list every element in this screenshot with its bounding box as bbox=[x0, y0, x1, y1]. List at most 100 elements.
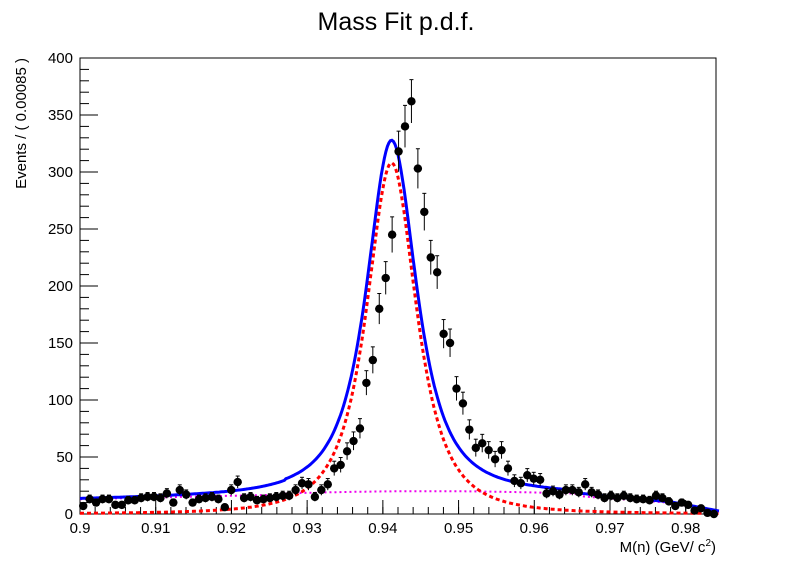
data-point bbox=[175, 484, 184, 496]
data-point bbox=[664, 497, 674, 506]
data-point bbox=[85, 494, 94, 504]
data-marker bbox=[91, 498, 101, 507]
data-marker bbox=[664, 497, 674, 506]
data-marker bbox=[394, 147, 403, 156]
data-marker bbox=[291, 485, 300, 495]
data-point bbox=[188, 498, 197, 507]
data-marker bbox=[593, 490, 603, 499]
data-marker bbox=[658, 493, 667, 503]
data-point bbox=[162, 488, 172, 499]
data-point bbox=[297, 476, 307, 490]
data-marker bbox=[400, 122, 410, 131]
data-marker bbox=[181, 490, 191, 499]
data-marker bbox=[452, 384, 461, 393]
plot-frame bbox=[79, 57, 717, 515]
data-marker bbox=[85, 494, 94, 504]
data-point bbox=[542, 488, 551, 499]
data-point bbox=[568, 484, 577, 496]
y-tick-label: 100 bbox=[48, 392, 73, 409]
data-marker bbox=[233, 477, 242, 487]
x-axis-label-sup: 2 bbox=[705, 538, 711, 549]
y-tick-label: 300 bbox=[48, 164, 73, 181]
data-marker bbox=[278, 491, 287, 500]
data-marker bbox=[207, 492, 217, 502]
data-point bbox=[330, 460, 339, 476]
data-marker bbox=[696, 504, 706, 513]
data-point bbox=[130, 495, 139, 505]
data-point bbox=[284, 490, 294, 501]
x-tick-label: 0.94 bbox=[368, 520, 397, 537]
x-tick-label: 0.97 bbox=[595, 520, 624, 537]
data-marker bbox=[471, 443, 480, 453]
data-point bbox=[387, 216, 397, 253]
data-marker bbox=[265, 493, 275, 503]
data-marker bbox=[201, 493, 210, 503]
data-point bbox=[600, 493, 609, 503]
data-point bbox=[246, 491, 255, 502]
data-marker bbox=[149, 492, 159, 502]
data-marker bbox=[561, 485, 571, 495]
data-marker bbox=[677, 498, 686, 507]
data-marker bbox=[439, 329, 448, 339]
data-marker bbox=[510, 476, 519, 486]
data-point bbox=[394, 130, 403, 172]
data-marker bbox=[542, 489, 551, 498]
data-marker bbox=[143, 492, 152, 502]
data-point bbox=[587, 486, 596, 498]
data-point bbox=[79, 501, 88, 511]
data-marker bbox=[568, 485, 577, 495]
data-marker bbox=[523, 471, 532, 480]
data-points bbox=[79, 79, 719, 519]
data-point bbox=[478, 433, 487, 453]
x-tick-label: 0.96 bbox=[520, 520, 549, 537]
data-marker bbox=[626, 493, 635, 503]
data-marker bbox=[252, 496, 262, 505]
data-marker bbox=[690, 506, 699, 515]
x-tick-label: 0.95 bbox=[444, 520, 473, 537]
data-marker bbox=[310, 492, 320, 502]
data-marker bbox=[420, 207, 429, 217]
x-axis-label: M(n) (GeV/ c2) bbox=[620, 538, 716, 556]
data-marker bbox=[638, 494, 648, 504]
data-point bbox=[220, 502, 230, 512]
data-point bbox=[445, 328, 455, 357]
data-marker bbox=[490, 455, 500, 464]
data-point bbox=[490, 450, 500, 468]
data-point bbox=[677, 498, 686, 507]
data-marker bbox=[355, 424, 365, 433]
data-marker bbox=[111, 500, 120, 510]
data-point bbox=[613, 493, 622, 503]
data-marker bbox=[336, 460, 345, 470]
data-point bbox=[117, 500, 127, 510]
data-marker bbox=[445, 338, 455, 348]
y-tick-label: 350 bbox=[48, 107, 73, 124]
x-tick-label: 0.98 bbox=[671, 520, 700, 537]
data-marker bbox=[124, 496, 133, 505]
data-marker bbox=[613, 493, 622, 503]
signal-curve bbox=[79, 161, 720, 515]
data-point bbox=[529, 471, 538, 486]
data-point bbox=[593, 489, 603, 500]
data-point bbox=[497, 441, 506, 459]
data-point bbox=[291, 484, 300, 496]
data-marker bbox=[304, 480, 313, 489]
data-marker bbox=[375, 304, 384, 313]
data-marker bbox=[175, 485, 184, 495]
data-marker bbox=[194, 494, 204, 504]
data-marker bbox=[484, 445, 493, 455]
data-point bbox=[375, 293, 384, 325]
data-marker bbox=[349, 436, 358, 446]
data-point bbox=[169, 498, 178, 507]
data-point bbox=[156, 493, 165, 503]
data-marker bbox=[220, 502, 230, 512]
data-marker bbox=[426, 253, 435, 262]
y-tick-label: 200 bbox=[48, 278, 73, 295]
data-marker bbox=[535, 475, 545, 484]
data-marker bbox=[117, 500, 127, 510]
data-marker bbox=[272, 492, 281, 502]
data-marker bbox=[169, 498, 178, 507]
data-marker bbox=[297, 479, 307, 488]
data-marker bbox=[683, 500, 693, 510]
data-marker bbox=[104, 494, 114, 504]
